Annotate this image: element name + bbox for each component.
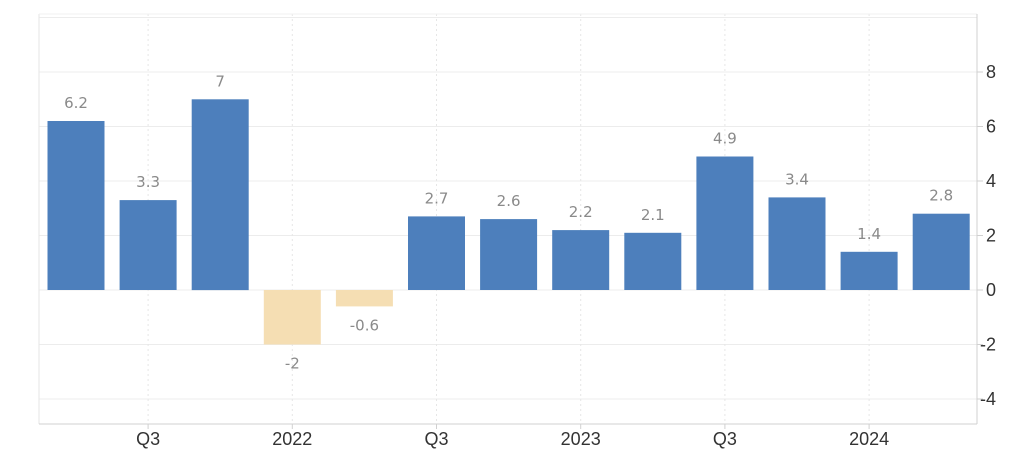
bar[interactable] (768, 197, 826, 290)
bar[interactable] (263, 290, 321, 345)
y-tick-label: -2 (980, 335, 996, 355)
x-axis-ticks: Q3 2022 Q3 2023 Q3 2024 (136, 424, 889, 449)
y-axis-ticks: 8 6 4 2 0 -2 -4 (977, 62, 996, 409)
x-tick-label: 2023 (561, 429, 601, 449)
bar-value-label: 3.3 (136, 173, 160, 191)
bar[interactable] (624, 232, 682, 290)
bar[interactable] (480, 219, 538, 290)
bar-value-label: 1.4 (857, 225, 881, 243)
y-tick-label: 8 (986, 62, 996, 82)
bar[interactable] (552, 230, 610, 290)
x-tick-label: Q3 (713, 429, 737, 449)
bar[interactable] (840, 251, 898, 290)
bar[interactable] (408, 216, 465, 290)
bar-value-label: 2.8 (929, 187, 953, 205)
x-tick-label: 2022 (272, 429, 312, 449)
x-tick-label: Q3 (424, 429, 448, 449)
bar-value-label: 2.1 (641, 206, 665, 224)
bar[interactable] (119, 200, 177, 290)
y-tick-label: 0 (986, 280, 996, 300)
bar-value-label: -0.6 (350, 316, 379, 334)
bar-value-label: 6.2 (64, 94, 88, 112)
bar-value-label: 2.7 (425, 189, 449, 207)
bar[interactable] (335, 290, 393, 307)
bars-group (47, 99, 970, 345)
grid-lines (39, 14, 977, 424)
bar-value-label: 2.2 (569, 203, 593, 221)
y-tick-label: 6 (986, 117, 996, 137)
axes-group (38, 13, 978, 425)
bar[interactable] (191, 99, 249, 291)
bar[interactable] (47, 121, 105, 290)
y-tick-label: 2 (986, 226, 996, 246)
bar[interactable] (696, 156, 754, 291)
y-tick-label: 4 (986, 171, 996, 191)
bar-value-label: -2 (285, 355, 300, 373)
bar-value-label: 2.6 (497, 192, 521, 210)
x-tick-label: 2024 (849, 429, 889, 449)
y-tick-label: -4 (980, 389, 996, 409)
bar-value-label: 4.9 (713, 130, 737, 148)
bar-value-label: 7 (215, 72, 225, 90)
bar-value-labels: 6.2 3.3 7 -2 -0.6 2.7 2.6 2.2 2.1 4.9 3.4 1.4 2.8 (64, 72, 953, 372)
x-tick-label: Q3 (136, 429, 160, 449)
bar-value-label: 3.4 (785, 170, 809, 188)
bar[interactable] (912, 213, 970, 290)
